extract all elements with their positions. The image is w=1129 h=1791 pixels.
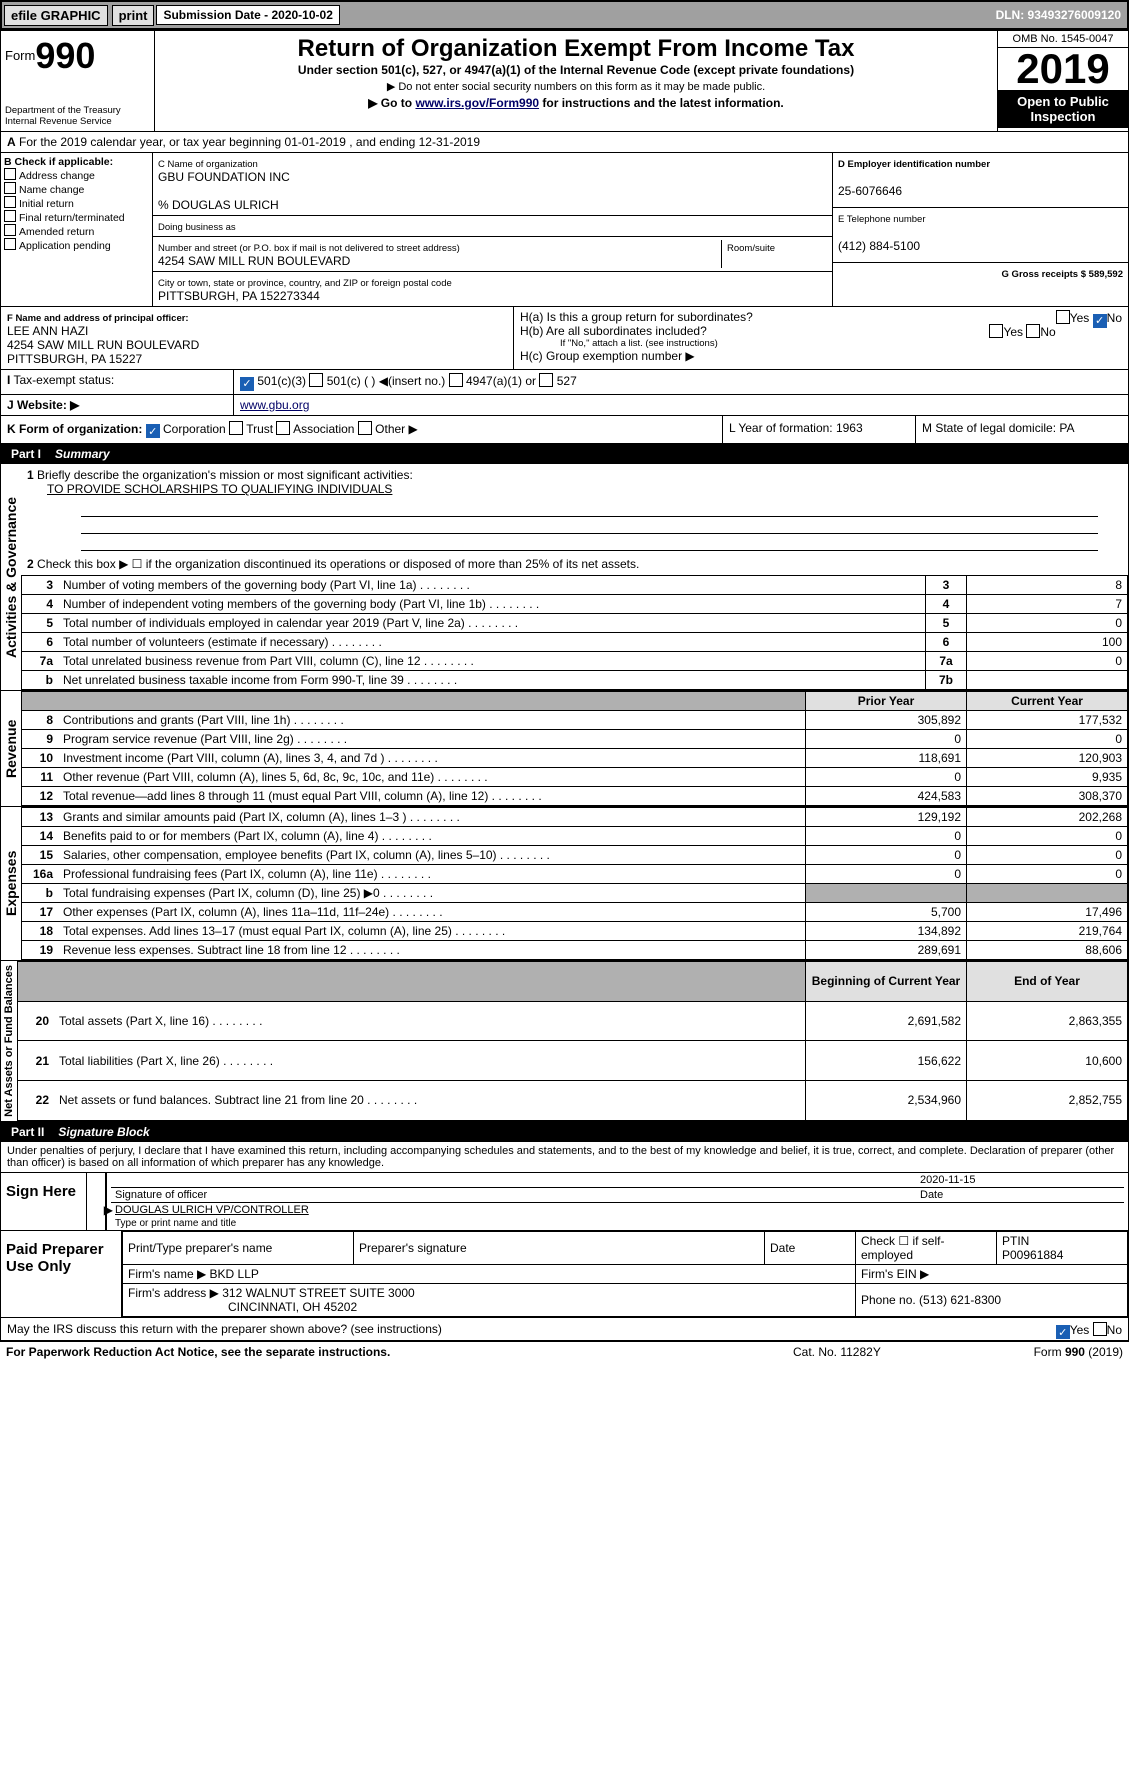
footer: For Paperwork Reduction Act Notice, see … <box>0 1341 1129 1362</box>
section-j: J Website: ▶ www.gbu.org <box>0 395 1129 416</box>
part2-bar: Part IISignature Block <box>0 1122 1129 1142</box>
efile-button[interactable]: efile GRAPHIC <box>4 5 108 26</box>
check-application-pending[interactable]: Application pending <box>4 238 149 252</box>
state-domicile: M State of legal domicile: PA <box>915 416 1128 444</box>
tax-year: 2019 <box>998 48 1128 90</box>
city: PITTSBURGH, PA 152273344 <box>158 289 320 303</box>
sign-here: Sign Here ▶ 2020-11-15 Signature of offi… <box>0 1173 1129 1231</box>
group-exemption: H(c) Group exemption number ▶ <box>520 349 1122 363</box>
form-subtitle2: ▶ Do not enter social security numbers o… <box>159 80 993 93</box>
section-klm: K Form of organization: ✓ Corporation Tr… <box>0 416 1129 445</box>
street: 4254 SAW MILL RUN BOULEVARD <box>158 254 350 268</box>
website-link[interactable]: www.gbu.org <box>240 398 309 412</box>
form990-link[interactable]: www.irs.gov/Form990 <box>415 96 539 110</box>
print-button[interactable]: print <box>112 5 155 26</box>
firm-address: 312 WALNUT STREET SUITE 3000 <box>222 1286 415 1300</box>
vlabel-revenue: Revenue <box>1 691 21 806</box>
open-to-public: Open to Public Inspection <box>998 90 1128 128</box>
ptin: P00961884 <box>1002 1248 1063 1262</box>
year-formation: L Year of formation: 1963 <box>722 416 915 444</box>
org-name: GBU FOUNDATION INC <box>158 170 290 184</box>
firm-phone: Phone no. (513) 621-8300 <box>856 1283 1128 1316</box>
period-line: A For the 2019 calendar year, or tax yea… <box>0 132 1129 153</box>
submission-date: Submission Date - 2020-10-02 <box>156 5 339 25</box>
perjury-text: Under penalties of perjury, I declare th… <box>0 1142 1129 1173</box>
form-word: Form <box>5 48 35 63</box>
topbar: efile GRAPHIC print Submission Date - 20… <box>0 0 1129 30</box>
vlabel-netassets: Net Assets or Fund Balances <box>1 961 17 1121</box>
dln: DLN: 93493276009120 <box>996 8 1127 22</box>
officer-name: LEE ANN HAZI <box>7 324 88 338</box>
section-bcdefg: B Check if applicable: Address changeNam… <box>0 153 1129 307</box>
telephone: (412) 884-5100 <box>838 239 920 253</box>
care-of: % DOUGLAS ULRICH <box>158 198 279 212</box>
vlabel-expenses: Expenses <box>1 807 21 960</box>
col-b: B Check if applicable: Address changeNam… <box>1 153 153 306</box>
officer-typed: DOUGLAS ULRICH VP/CONTROLLER <box>115 1204 309 1216</box>
irs-label: Internal Revenue Service <box>5 116 150 127</box>
section-fh: F Name and address of principal officer:… <box>0 307 1129 370</box>
check-initial-return[interactable]: Initial return <box>4 196 149 210</box>
dept-treasury: Department of the Treasury <box>5 105 150 116</box>
mission: TO PROVIDE SCHOLARSHIPS TO QUALIFYING IN… <box>47 482 392 496</box>
part1-bar: Part ISummary <box>0 444 1129 464</box>
sign-date: 2020-11-15 <box>920 1174 1120 1186</box>
check-name-change[interactable]: Name change <box>4 182 149 196</box>
b-header: B Check if applicable: <box>4 156 149 168</box>
section-i: I Tax-exempt status: ✓ 501(c)(3) 501(c) … <box>0 370 1129 395</box>
firm-name: BKD LLP <box>210 1267 259 1281</box>
gross-receipts: G Gross receipts $ 589,592 <box>1002 269 1123 280</box>
vlabel-activities: Activities & Governance <box>1 464 21 690</box>
check-final-return-terminated[interactable]: Final return/terminated <box>4 210 149 224</box>
form-title: Return of Organization Exempt From Incom… <box>159 35 993 63</box>
check-address-change[interactable]: Address change <box>4 168 149 182</box>
dba-label: Doing business as <box>158 222 236 233</box>
paid-preparer: Paid Preparer Use Only Print/Type prepar… <box>0 1231 1129 1318</box>
form-number: 990 <box>35 35 95 76</box>
ein: 25-6076646 <box>838 184 902 198</box>
check-amended-return[interactable]: Amended return <box>4 224 149 238</box>
form-subtitle1: Under section 501(c), 527, or 4947(a)(1)… <box>159 63 993 77</box>
form-header: Form990 Department of the Treasury Inter… <box>0 30 1129 132</box>
